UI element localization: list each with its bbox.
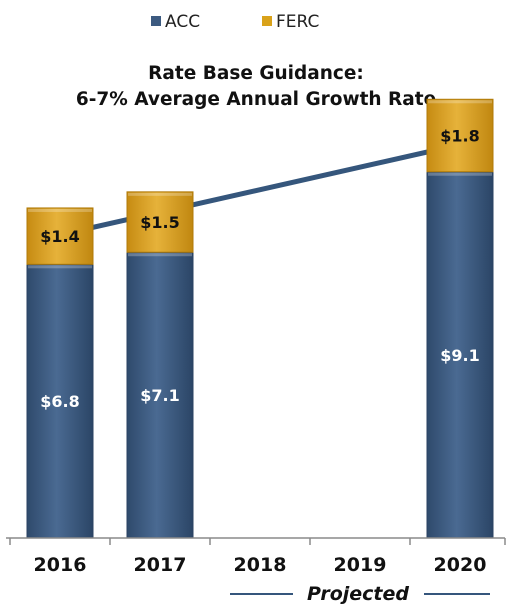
x-tick-label-2016: 2016 <box>34 554 87 576</box>
bar-highlight <box>428 172 492 176</box>
bar-acc-2016 <box>26 263 94 539</box>
bar-ferc-2017 <box>126 191 194 253</box>
data-label-acc-2020: $9.1 <box>440 346 479 365</box>
data-label-ferc-2017: $1.5 <box>140 213 179 232</box>
data-label-ferc-2020: $1.8 <box>440 127 479 146</box>
bar-highlight <box>28 265 92 269</box>
x-tick-label-2020: 2020 <box>434 554 487 576</box>
data-label-acc-2016: $6.8 <box>40 392 79 411</box>
x-tick-label-2018: 2018 <box>234 554 287 576</box>
legend-label-ferc: FERC <box>276 12 319 32</box>
bar-highlight <box>28 208 92 212</box>
bar-ferc-2016 <box>26 207 94 265</box>
projected-label: Projected <box>307 583 409 605</box>
growth-arrow <box>27 129 485 245</box>
bar-acc-2020 <box>426 171 494 539</box>
data-label-ferc-2016: $1.4 <box>40 227 79 246</box>
legend-swatch-acc <box>151 16 161 26</box>
legend: ACC FERC <box>151 12 319 32</box>
bar-highlight <box>428 100 492 104</box>
projected-annotation: Projected <box>230 583 490 605</box>
bar-ferc-2020 <box>426 98 494 173</box>
data-label-acc-2017: $7.1 <box>140 386 179 405</box>
legend-label-acc: ACC <box>165 12 200 32</box>
x-axis-ticks <box>9 538 506 545</box>
bar-highlight <box>128 192 192 196</box>
chart-title: Rate Base Guidance: <box>148 63 364 84</box>
x-axis-labels: 2016 2017 2018 2019 2020 <box>34 554 487 576</box>
chart-subtitle: 6-7% Average Annual Growth Rate <box>76 89 436 110</box>
x-tick-label-2017: 2017 <box>134 554 187 576</box>
bar-highlight <box>128 253 192 257</box>
x-tick-label-2019: 2019 <box>334 554 387 576</box>
bars-group: $6.8 $1.4 $7.1 $1.5 $9.1 $1.8 <box>26 98 494 539</box>
legend-swatch-ferc <box>262 16 272 26</box>
